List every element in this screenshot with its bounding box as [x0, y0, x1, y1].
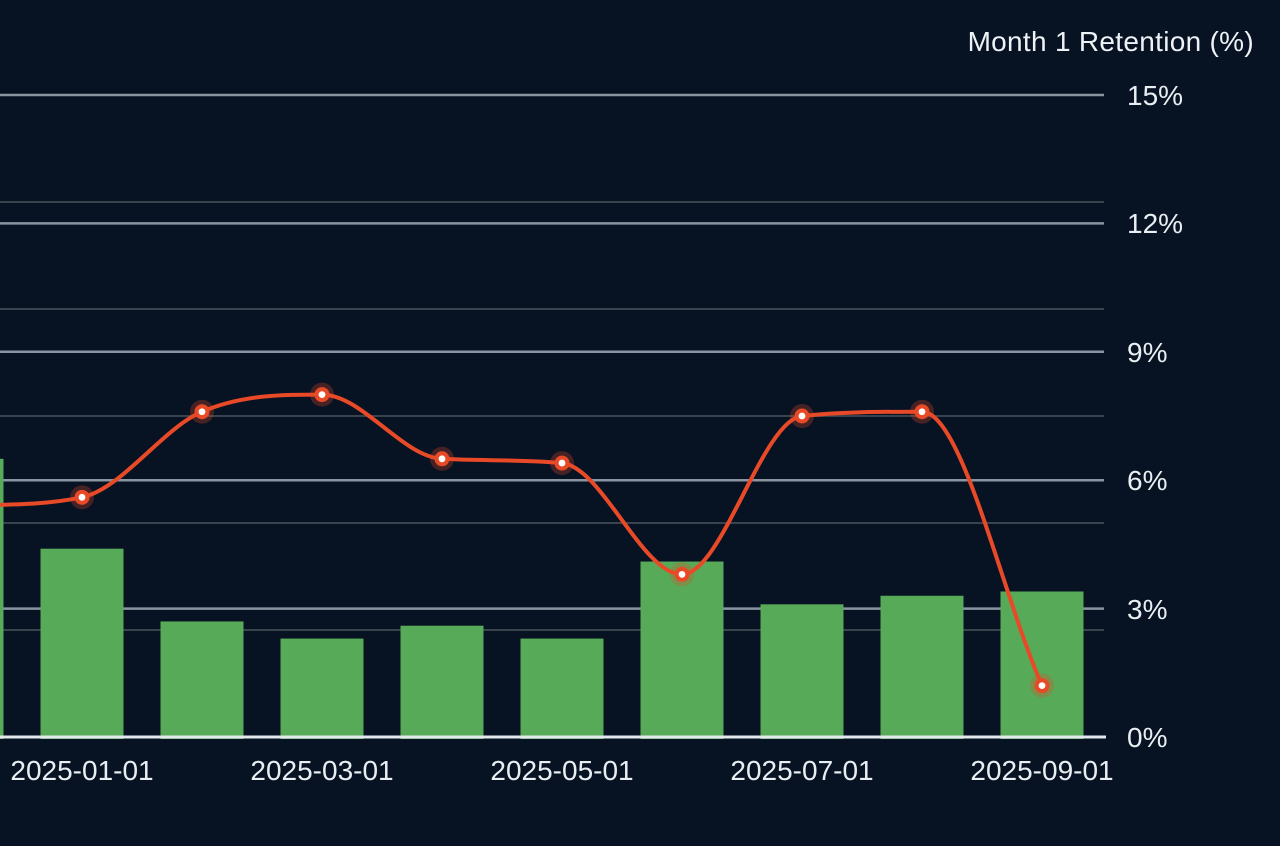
marker-core: [78, 493, 86, 501]
line-markers: [70, 382, 1054, 698]
marker-core: [318, 391, 326, 398]
marker-2025-09-01[interactable]: [1030, 673, 1054, 698]
bar-2024-12-01[interactable]: [0, 458, 4, 739]
bar-2025-09-01[interactable]: [1000, 591, 1084, 739]
marker-core: [1038, 682, 1046, 690]
marker-2025-05-01[interactable]: [550, 451, 574, 476]
marker-core: [678, 570, 686, 578]
marker-core: [918, 408, 926, 416]
marker-core: [798, 412, 806, 420]
x-axis-tick-2025-07-01: 2025-07-01: [730, 755, 874, 786]
major-gridlines: [0, 93, 1104, 610]
bar-2025-07-01[interactable]: [760, 604, 844, 739]
right-axis-tick-9%: 9%: [1127, 336, 1168, 368]
right-axis-tick-3%: 3%: [1127, 593, 1168, 625]
minor-gridlines: [0, 201, 1104, 631]
bar-2025-03-01[interactable]: [280, 638, 364, 739]
x-axis-tick-2025-09-01: 2025-09-01: [970, 755, 1114, 786]
marker-core: [558, 459, 566, 467]
x-axis-tick-2025-01-01: 2025-01-01: [10, 755, 154, 786]
marker-2025-04-01[interactable]: [430, 446, 454, 471]
x-axis-tick-2025-03-01: 2025-03-01: [250, 755, 394, 786]
marker-core: [198, 408, 206, 416]
x-axis-tick-2025-05-01: 2025-05-01: [490, 755, 634, 786]
right-axis-tick-0%: 0%: [1127, 722, 1168, 753]
bar-2025-06-01[interactable]: [640, 561, 724, 739]
marker-2025-03-01[interactable]: [310, 382, 334, 407]
bar-2025-05-01[interactable]: [520, 638, 604, 739]
chart-title: Month 1 Retention (%): [967, 26, 1254, 57]
bars-series: [0, 458, 1084, 739]
marker-2025-02-01[interactable]: [190, 399, 214, 424]
marker-2025-08-01[interactable]: [910, 399, 934, 424]
bar-2025-04-01[interactable]: [400, 625, 484, 739]
bar-2025-01-01[interactable]: [40, 548, 124, 739]
bar-2025-02-01[interactable]: [160, 621, 244, 739]
marker-2025-07-01[interactable]: [790, 404, 814, 428]
marker-2025-01-01[interactable]: [70, 485, 94, 510]
marker-2025-06-01[interactable]: [670, 562, 694, 587]
right-axis-tick-6%: 6%: [1127, 465, 1168, 497]
bar-2025-08-01[interactable]: [880, 595, 964, 739]
marker-core: [438, 455, 446, 463]
right-axis-tick-15%: 15%: [1127, 80, 1184, 111]
right-axis-tick-12%: 12%: [1127, 208, 1184, 240]
